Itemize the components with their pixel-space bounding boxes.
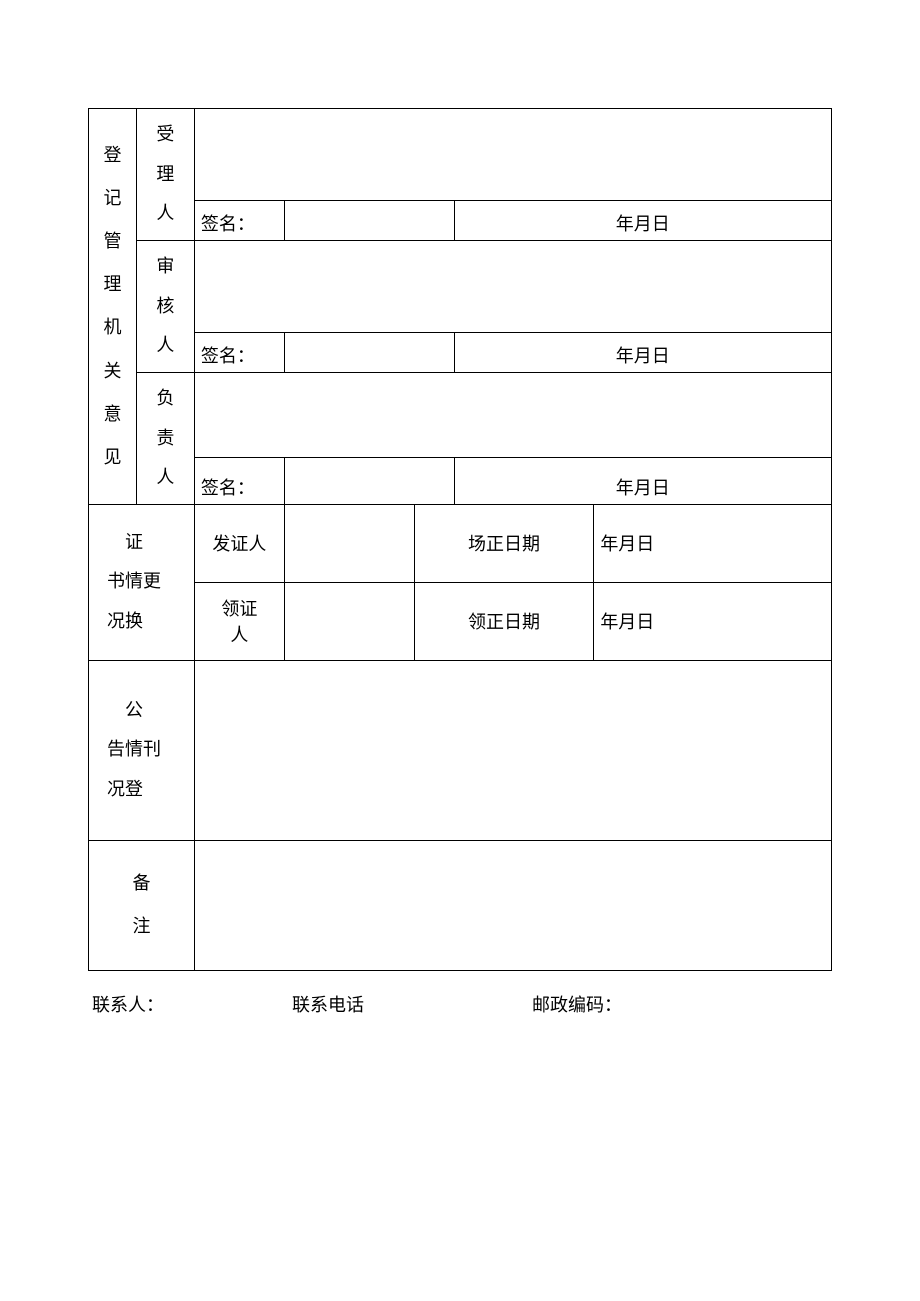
opinion-row-1-comment: 登 记 管 理 机 关 意 见 受 理 人 [89,109,832,201]
acceptor-date[interactable]: 年月日 [454,201,831,241]
announce-label-line2: 告情刊 [107,730,190,770]
cert-main-label: 证 书情更 况换 [89,504,195,660]
manager-sig-value[interactable] [284,457,454,504]
opinion-row-2-comment: 审 核 人 [89,241,832,333]
issue-date-value[interactable]: 年月日 [594,504,832,582]
announce-value[interactable] [194,660,831,840]
manager-date[interactable]: 年月日 [454,457,831,504]
manager-sig-label: 签名： [194,457,284,504]
announce-label: 公 告情刊 况登 [89,660,195,840]
opinion-main-label: 登 记 管 理 机 关 意 见 [89,109,137,505]
receiver-label-l1: 领证 [195,595,284,621]
cert-label-line2: 书情更 [107,562,190,602]
opinion-row-3-sig: 签名： 年月日 [89,457,832,504]
remark-label: 备 注 [89,840,195,970]
role-label-acceptor: 受 理 人 [136,109,194,241]
remark-value[interactable] [194,840,831,970]
cert-row-1: 证 书情更 况换 发证人 场正日期 年月日 [89,504,832,582]
receive-date-label: 领正日期 [414,582,594,660]
acceptor-sig-label: 签名： [194,201,284,241]
issue-date-label: 场正日期 [414,504,594,582]
form-page: 登 记 管 理 机 关 意 见 受 理 人 签名： 年月日 审 [88,108,832,1017]
opinion-row-1-sig: 签名： 年月日 [89,201,832,241]
reviewer-comment-area[interactable] [194,241,831,333]
announce-row: 公 告情刊 况登 [89,660,832,840]
issuer-value[interactable] [284,504,414,582]
phone-label: 联系电话 [292,991,532,1017]
postcode-label: 邮政编码： [532,991,622,1017]
reviewer-date[interactable]: 年月日 [454,333,831,373]
receiver-label: 领证 人 [194,582,284,660]
role-label-manager: 负 责 人 [136,373,194,505]
contact-person-label: 联系人： [92,991,292,1017]
announce-label-line3: 况登 [107,770,190,810]
role-label-reviewer: 审 核 人 [136,241,194,373]
opinion-row-2-sig: 签名： 年月日 [89,333,832,373]
opinion-row-3-comment: 负 责 人 [89,373,832,458]
form-table: 登 记 管 理 机 关 意 见 受 理 人 签名： 年月日 审 [88,108,832,971]
footer-row: 联系人： 联系电话 邮政编码： [88,991,832,1017]
reviewer-sig-value[interactable] [284,333,454,373]
manager-comment-area[interactable] [194,373,831,458]
receiver-value[interactable] [284,582,414,660]
acceptor-comment-area[interactable] [194,109,831,201]
receive-date-value[interactable]: 年月日 [594,582,832,660]
cert-row-2: 领证 人 领正日期 年月日 [89,582,832,660]
cert-label-line3: 况换 [107,602,190,642]
issuer-label: 发证人 [194,504,284,582]
reviewer-sig-label: 签名： [194,333,284,373]
acceptor-sig-value[interactable] [284,201,454,241]
remark-row: 备 注 [89,840,832,970]
